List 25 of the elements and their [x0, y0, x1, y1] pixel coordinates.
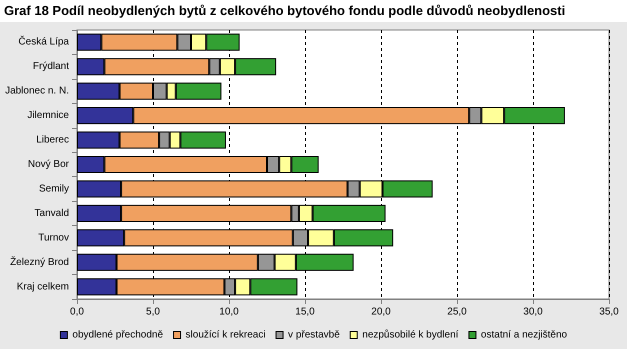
legend-label: sloužící k rekreaci: [186, 330, 266, 340]
x-tick-label: 0,0: [70, 306, 84, 318]
x-tick-label: 10,0: [219, 306, 240, 318]
chart-title: Graf 18 Podíl neobydlených bytů z celkového bytového fondu podle důvodů neobydlenosti: [3, 2, 566, 20]
legend-label: nezpůsobilé k bydlení: [362, 328, 459, 340]
x-tick-label: 15,0: [295, 306, 316, 318]
y-tick-label: Liberec: [36, 134, 69, 146]
legend-label: ostatní a nezjištěno: [480, 330, 568, 340]
x-tick-label: 5,0: [146, 306, 160, 318]
x-tick-label: 30,0: [523, 306, 544, 318]
y-tick-label: Turnov: [38, 232, 69, 244]
y-tick-label: Nový Bor: [28, 159, 70, 170]
y-tick-label: Semily: [38, 183, 69, 194]
y-tick-label: Jilemnice: [27, 110, 70, 122]
legend-label: v přestavbě: [288, 330, 340, 340]
x-tick-label: 20,0: [371, 306, 392, 318]
legend-label: obydlené přechodně: [72, 330, 164, 340]
y-tick-label: Frýdlant: [32, 61, 70, 72]
y-tick-label: Kraj celkem: [16, 281, 69, 292]
y-tick-label: Tanvald: [34, 208, 69, 219]
y-tick-label: Česká Lípa: [18, 36, 70, 48]
x-tick-label: 25,0: [447, 306, 468, 318]
x-tick-label: 35,0: [599, 306, 620, 318]
y-tick-label: Jablonec n. N.: [5, 86, 69, 97]
y-tick-label: Železný Brod: [10, 256, 69, 268]
